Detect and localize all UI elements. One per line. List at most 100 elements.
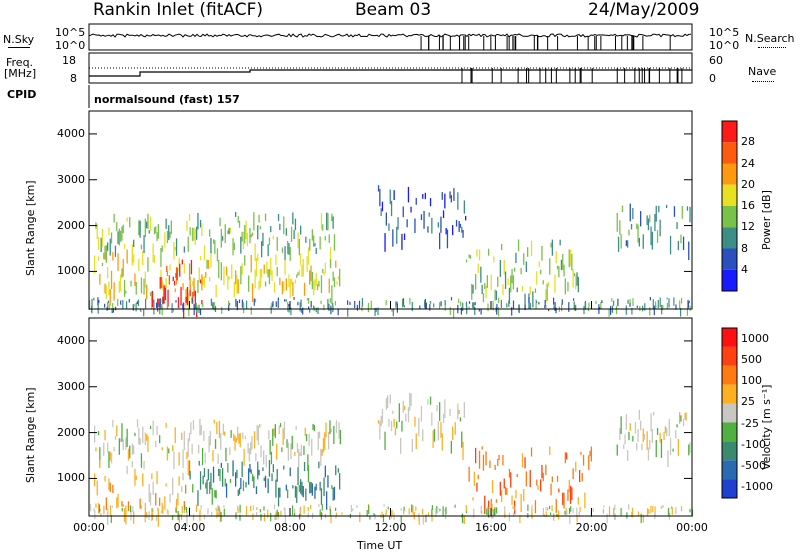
echo-segment [516, 287, 518, 293]
echo-segment [275, 479, 277, 498]
echo-segment [313, 280, 315, 295]
echo-segment [388, 418, 390, 427]
echo-segment [179, 263, 181, 277]
y-tick-label: 2000 [57, 425, 85, 439]
echo-segment [215, 490, 217, 499]
echo-segment [620, 234, 622, 249]
echo-segment [508, 468, 511, 478]
echo-segment [300, 225, 302, 235]
echo-segment [173, 280, 176, 286]
ground-scatter-speck [666, 297, 668, 300]
echo-segment [444, 193, 446, 209]
ground-scatter-speck [436, 505, 438, 514]
echo-segment [149, 216, 152, 231]
echo-segment [109, 482, 111, 492]
echo-segment [112, 484, 114, 493]
echo-segment [199, 255, 202, 261]
ground-scatter-speck [511, 307, 513, 316]
ground-scatter-speck [250, 505, 252, 511]
ground-scatter-speck [228, 300, 230, 306]
ground-scatter-speck [195, 504, 198, 512]
echo-segment [251, 232, 254, 236]
echo-segment [441, 192, 443, 200]
echo-segment [172, 445, 174, 452]
echo-segment [196, 226, 198, 240]
ground-scatter-speck [487, 506, 489, 511]
echo-segment [166, 271, 169, 277]
echo-segment [463, 402, 465, 418]
echo-segment [122, 224, 124, 233]
echo-segment [99, 447, 101, 465]
echo-segment [110, 270, 113, 290]
ground-scatter-speck [662, 304, 664, 310]
ground-scatter-speck [277, 299, 279, 307]
echo-segment [297, 272, 299, 276]
echo-segment [203, 468, 206, 478]
echo-segment [263, 264, 265, 274]
ground-scatter-speck [302, 307, 304, 315]
ground-scatter-speck [584, 300, 587, 310]
ground-scatter-speck [276, 509, 278, 517]
colorbar-tick-label: 16 [741, 199, 755, 212]
echo-segment [166, 446, 169, 461]
colorbar-tick-label: -100 [741, 437, 766, 451]
colorbar-swatch [722, 142, 737, 164]
ground-scatter-speck [492, 300, 494, 311]
ground-scatter-speck [466, 305, 468, 315]
echo-segment [197, 212, 199, 230]
colorbars [721, 120, 738, 499]
echo-segment [237, 426, 239, 440]
ground-scatter-speck [431, 508, 433, 517]
echo-segment [682, 236, 685, 251]
ground-scatter-speck [349, 301, 351, 305]
ground-scatter-speck [409, 297, 411, 305]
echo-segment [397, 217, 399, 230]
echo-segment [294, 218, 297, 231]
echo-segment [224, 224, 226, 244]
echo-segment [249, 228, 251, 244]
echo-segment [491, 480, 494, 493]
ground-scatter-speck [284, 299, 286, 302]
echo-segment [159, 497, 161, 506]
echo-segment [201, 447, 204, 465]
ground-scatter-speck [98, 299, 100, 304]
ground-scatter-speck [425, 302, 427, 309]
echo-segment [118, 438, 120, 455]
echo-segment [125, 290, 127, 294]
echo-segment [294, 279, 297, 284]
echo-segment [289, 279, 291, 298]
echo-segment [167, 289, 169, 307]
echo-segment [118, 281, 120, 293]
echo-segment [104, 476, 106, 482]
ground-scatter-speck [614, 504, 616, 510]
noise-strip-frame [88, 23, 693, 51]
echo-segment [160, 248, 162, 267]
ground-scatter-speck [527, 513, 529, 518]
ground-scatter-speck [460, 301, 462, 307]
ground-scatter-speck [392, 308, 394, 317]
echo-segment [276, 469, 278, 482]
echo-segment [511, 495, 513, 505]
echo-segment [686, 206, 689, 211]
echo-segment [546, 283, 548, 301]
echo-segment [676, 222, 678, 229]
echo-segment [381, 201, 384, 212]
echo-segment [243, 448, 245, 466]
echo-segment [193, 227, 195, 241]
echo-segment [498, 454, 500, 460]
echo-segment [459, 417, 462, 422]
echo-segment [296, 443, 299, 453]
ground-scatter-speck [529, 303, 531, 309]
ground-scatter-speck [419, 305, 421, 309]
ground-scatter-speck [217, 512, 219, 516]
echo-segment [170, 220, 172, 235]
ground-scatter-speck [381, 511, 383, 518]
nave-label: Nave [748, 65, 777, 78]
ground-scatter-speck [504, 512, 506, 518]
echo-segment [689, 442, 691, 453]
echo-segment [300, 479, 302, 494]
ground-scatter-speck [112, 308, 114, 313]
echo-segment [138, 428, 140, 445]
echo-segment [637, 224, 639, 243]
echo-segment [320, 448, 322, 466]
